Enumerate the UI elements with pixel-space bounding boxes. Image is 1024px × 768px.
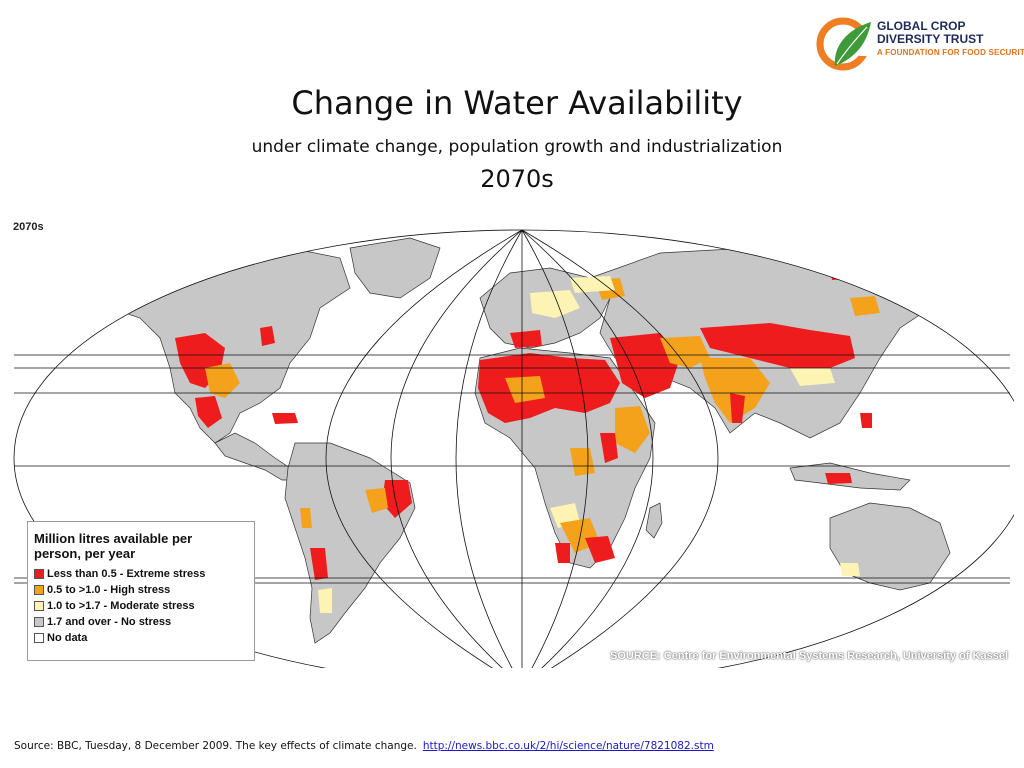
source-footer: Source: BBC, Tuesday, 8 December 2009. T…	[14, 740, 714, 752]
greenland	[349, 237, 441, 299]
central-america	[214, 432, 296, 481]
legend-item-extreme: Less than 0.5 - Extreme stress	[34, 566, 254, 582]
map-legend: Million litres available per person, per…	[27, 521, 255, 661]
global-crop-diversity-trust-logo: GLOBAL CROP DIVERSITY TRUST A FOUNDATION…	[815, 14, 1024, 74]
legend-title-line-2: person, per year	[34, 546, 136, 561]
south-america	[284, 442, 416, 644]
slide-title: Change in Water Availability	[291, 84, 743, 122]
leaf-ring-icon	[816, 17, 873, 71]
legend-label-none: 1.7 and over - No stress	[47, 616, 172, 628]
logo-tagline: A FOUNDATION FOR FOOD SECURITY	[877, 48, 1024, 57]
legend-item-high: 0.5 to >1.0 - High stress	[34, 582, 254, 598]
legend-item-nodata: No data	[34, 630, 254, 646]
legend-label-nodata: No data	[47, 632, 88, 644]
source-text: Source: BBC, Tuesday, 8 December 2009. T…	[14, 740, 417, 752]
legend-swatch-high	[34, 585, 44, 595]
legend-label-extreme: Less than 0.5 - Extreme stress	[47, 568, 206, 580]
legend-item-moderate: 1.0 to >1.7 - Moderate stress	[34, 598, 254, 614]
logo-line-1: GLOBAL CROP	[877, 19, 966, 33]
logo-line-2: DIVERSITY TRUST	[877, 32, 984, 46]
legend-item-none: 1.7 and over - No stress	[34, 614, 254, 630]
legend-swatch-nodata	[34, 633, 44, 643]
legend-title: Million litres available per person, per…	[34, 531, 254, 561]
legend-label-high: 0.5 to >1.0 - High stress	[47, 584, 171, 596]
map-land	[89, 237, 989, 644]
new-zealand	[969, 582, 989, 619]
map-source-credit: SOURCE: Centre for Environmental Systems…	[610, 650, 1008, 662]
slide-subtitle: under climate change, population growth …	[251, 137, 783, 157]
map-period-label: 2070s	[13, 221, 44, 233]
stress-regions	[175, 263, 880, 613]
slide-period: 2070s	[480, 165, 554, 193]
legend-swatch-none	[34, 617, 44, 627]
legend-label-moderate: 1.0 to >1.7 - Moderate stress	[47, 600, 195, 612]
madagascar	[645, 502, 663, 539]
world-map	[13, 229, 1014, 668]
legend-swatch-moderate	[34, 601, 44, 611]
australia	[829, 502, 951, 591]
legend-swatch-extreme	[34, 569, 44, 579]
legend-title-line-1: Million litres available per	[34, 531, 193, 546]
source-link[interactable]: http://news.bbc.co.uk/2/hi/science/natur…	[422, 740, 714, 752]
